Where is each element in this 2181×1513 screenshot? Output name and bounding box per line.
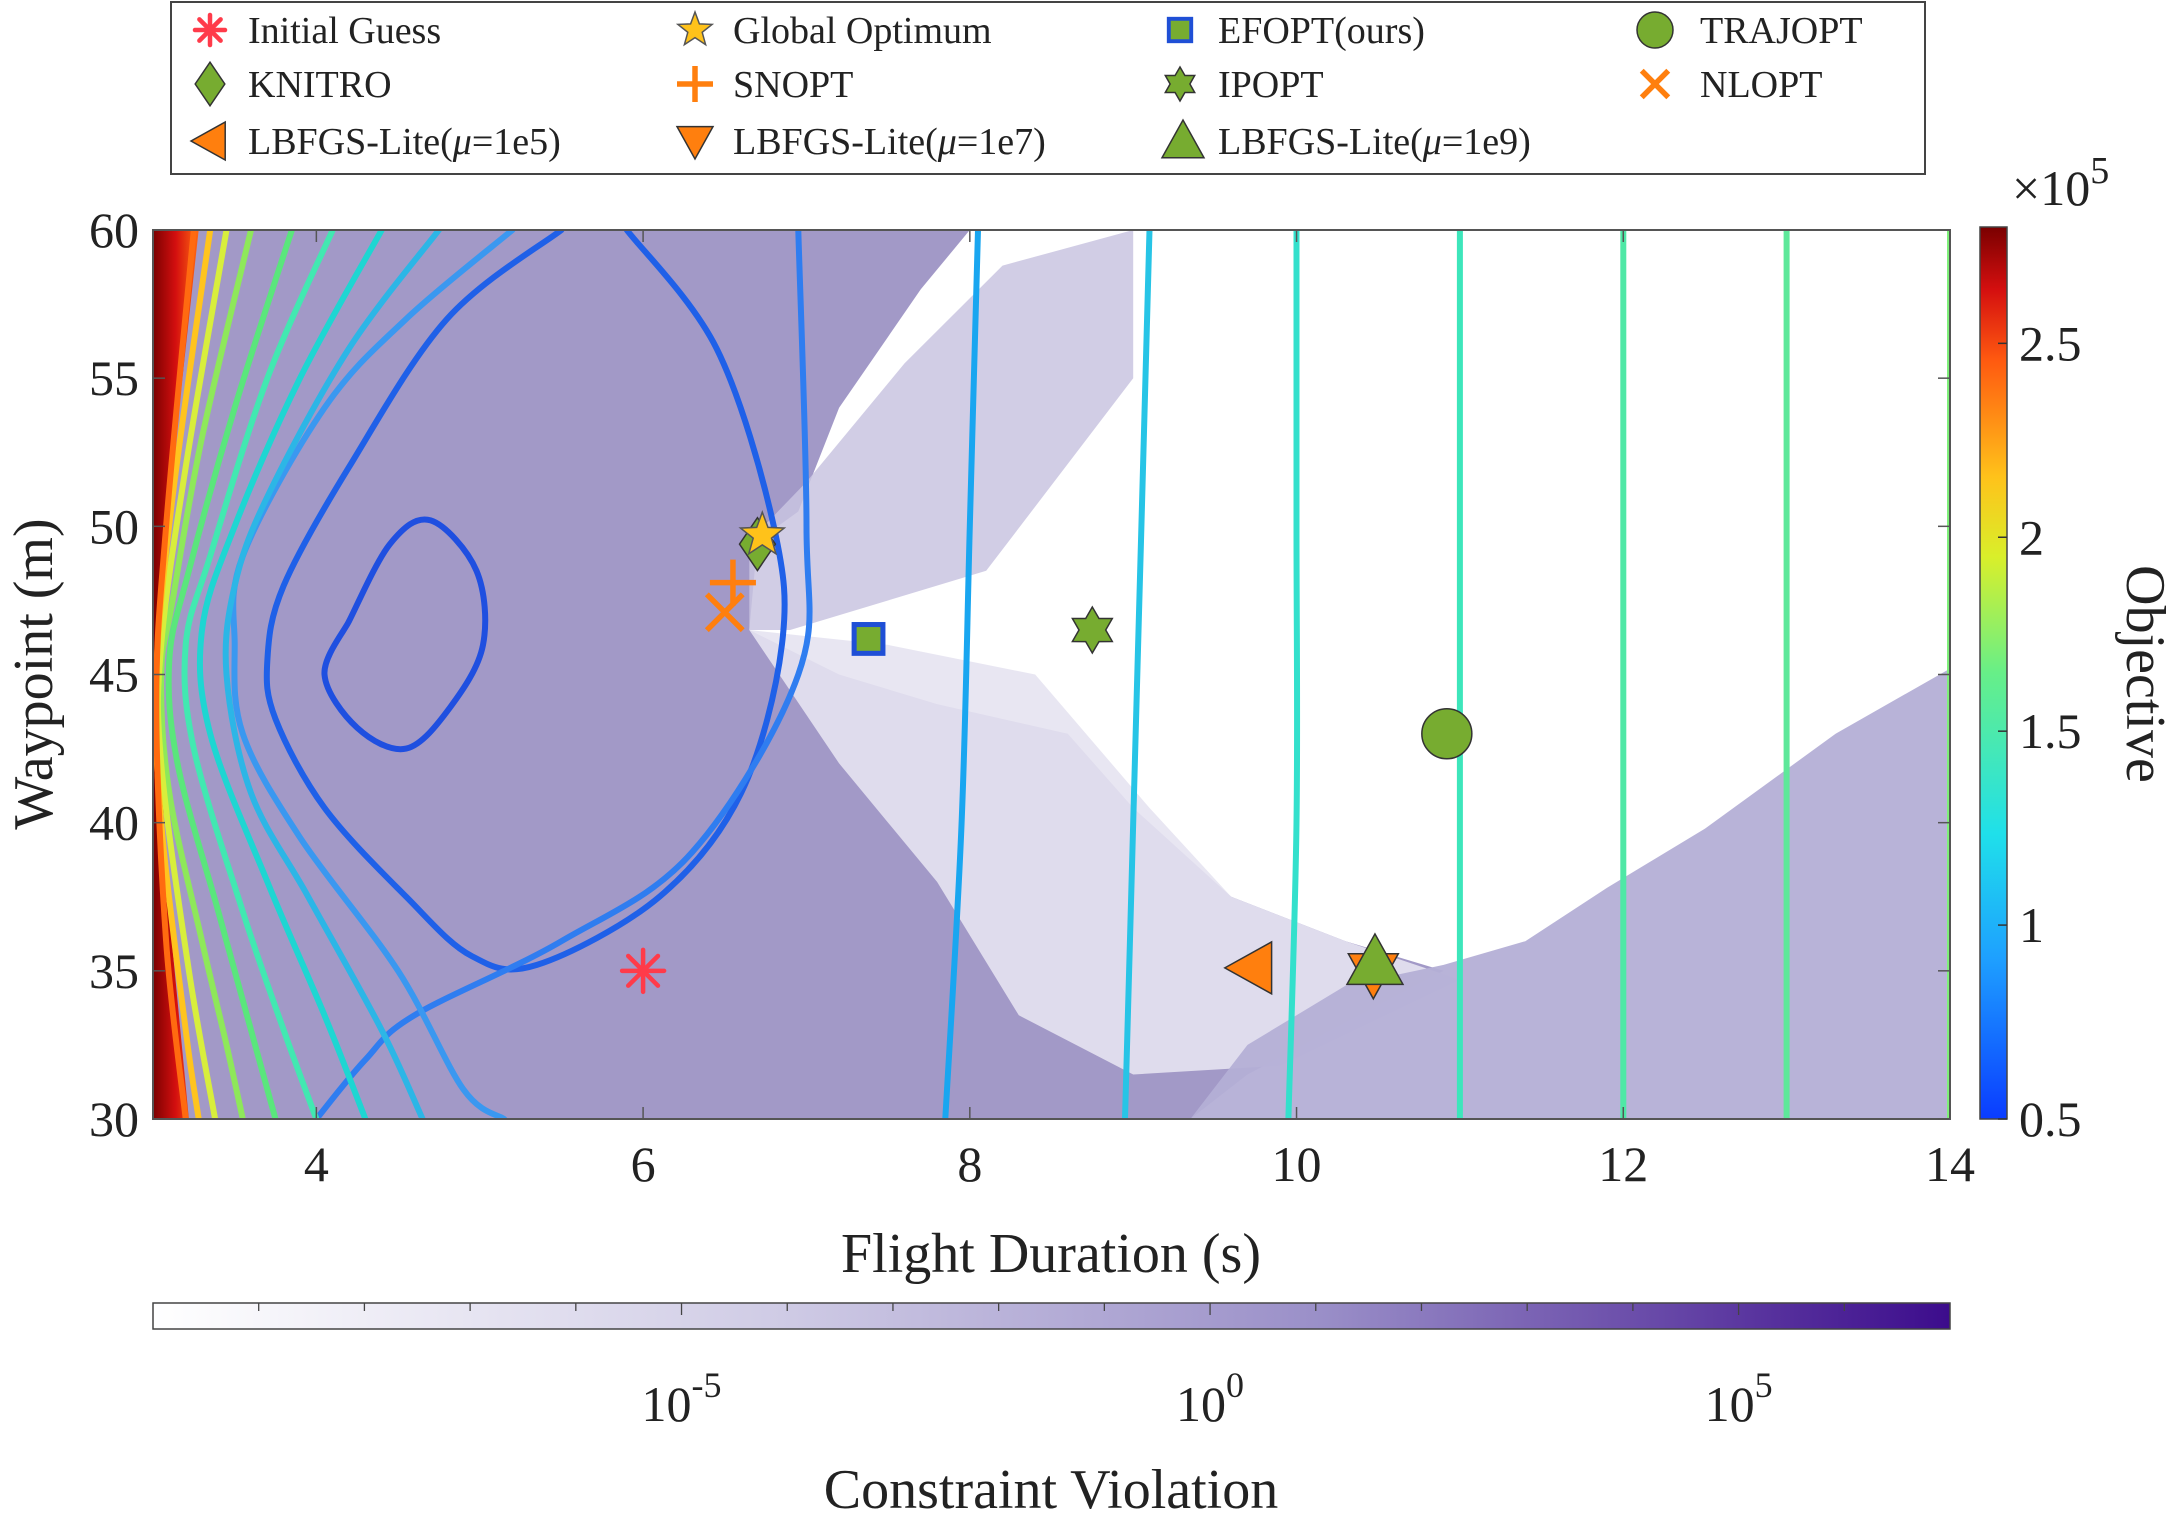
legend-entry-ipopt: IPOPT [1164,64,1324,106]
violation-region-low-violation-band [749,630,1460,1075]
y-tick-label: 50 [89,498,139,554]
marker-ipopt [1071,605,1114,655]
contour-line-3 [230,230,516,1119]
x-axis-label: Flight Duration (s) [841,1223,1261,1285]
legend-label: LBFGS-Lite(μ=1e7) [733,121,1046,163]
objective-tick-label: 0.5 [2019,1091,2082,1147]
marker-snopt [709,559,756,606]
contour-line-15 [158,230,254,1119]
legend-label: IPOPT [1218,64,1324,106]
objective-multiplier: ×105 [2012,150,2109,216]
legend-entry-lbfgs-lite-1e9: LBFGS-Lite(μ=1e9) [1160,118,1531,163]
objective-colorbar-label: Objective [2114,565,2176,783]
marker-nlopt [704,592,745,633]
y-tick-label: 60 [89,202,139,258]
objective-colorbar: 0.5 1 1.5 2 2.5 ×105 Objective [1979,150,2176,1147]
y-tick-label: 40 [89,795,139,851]
plot-area: 4 6 8 10 12 14 30 35 40 45 50 55 60 [89,202,1975,1192]
violation-tick-label: 10-5 [642,1365,722,1432]
contour-line-6 [1122,230,1153,1119]
marker-lbfgs-lite-mu-1e5 [1223,940,1273,996]
legend-label: SNOPT [733,64,853,106]
legend-marker-plus [677,66,713,102]
legend-label: LBFGS-Lite(μ=1e5) [248,121,561,163]
legend-marker-hexagram [1164,65,1196,103]
violation-colorbar-label: Constraint Violation [824,1459,1278,1513]
legend-marker-asterisk [192,12,228,48]
marker-global-optimum [738,510,787,556]
contour-line-10 [181,230,336,1119]
legend-marker-x [1639,68,1671,100]
contour-line-0 [321,516,489,753]
objective-tick-label: 1 [2019,897,2044,953]
legend-label: TRAJOPT [1700,10,1863,52]
legend-label: Global Optimum [733,10,992,52]
legend-marker-triangle-left [189,120,226,162]
violation-region-high-violation-right [1190,668,1950,1119]
legend-label: KNITRO [248,64,392,106]
marker-efopt-ours [851,622,886,656]
contour-line-7 [196,230,385,1119]
contour-line-18 [153,230,197,1119]
legend-entry-trajopt: TRAJOPT [1636,10,1863,52]
legend: Initial Guess Global Optimum EFOPT(ours) TR… [170,1,1926,175]
legend-entry-efopt-ours: EFOPT(ours) [1166,10,1425,52]
y-tick-label: 45 [89,647,139,703]
legend-entry-global-optimum: Global Optimum [675,9,992,52]
objective-tick-label: 2.5 [2019,315,2082,371]
legend-label: LBFGS-Lite(μ=1e9) [1218,121,1531,163]
legend-entry-lbfgs-lite-1e7: LBFGS-Lite(μ=1e7) [675,121,1046,163]
marker-initial-guess [619,947,667,995]
x-tick-label: 12 [1598,1136,1648,1192]
x-tick-label: 10 [1272,1136,1322,1192]
contour-line-5 [222,230,442,1119]
x-tick-label: 8 [957,1136,982,1192]
marker-lbfgs-lite-mu-1e9 [1345,932,1405,986]
violation-tick-label: 100 [1176,1365,1244,1432]
legend-entry-initial-guess: Initial Guess [192,10,441,52]
legend-marker-triangle-down [675,125,715,161]
contour-line-4 [942,230,981,1119]
contour-line-8 [1285,230,1301,1119]
y-tick-label: 35 [89,943,139,999]
legend-entry-lbfgs-lite-1e5: LBFGS-Lite(μ=1e5) [189,120,561,163]
violation-colorbar-gradient [152,1302,1951,1330]
legend-marker-circle [1636,11,1674,49]
objective-tick-label: 1.5 [2019,703,2082,759]
y-axis-label: Waypoint (m) [3,518,65,829]
violation-colorbar: 10-5 100 105 Constraint Violation [152,1302,1951,1513]
legend-marker-square [1166,16,1194,44]
objective-colorbar-gradient [1979,226,2008,1120]
contour-line-1 [263,230,788,973]
contour-line-13 [165,230,295,1119]
legend-label: Initial Guess [248,10,441,52]
marker-trajopt [1421,708,1473,760]
legend-marker-star [675,9,715,47]
legend-entry-snopt: SNOPT [677,64,853,106]
y-tick-label: 30 [89,1091,139,1147]
legend-label: NLOPT [1700,64,1822,106]
legend-marker-diamond [194,60,226,108]
legend-label: EFOPT(ours) [1218,10,1425,52]
legend-entry-knitro: KNITRO [194,60,392,108]
contour-line-2 [313,230,813,1119]
legend-marker-triangle-up [1160,118,1206,159]
x-tick-label: 14 [1925,1136,1975,1192]
y-tick-label: 55 [89,350,139,406]
legend-frame [170,1,1926,175]
x-tick-label: 6 [631,1136,656,1192]
violation-tick-label: 105 [1705,1365,1773,1432]
legend-entry-nlopt: NLOPT [1639,64,1822,106]
violation-region-medium-violation-band [749,230,1134,630]
x-tick-label: 4 [304,1136,329,1192]
objective-tick-label: 2 [2019,509,2044,565]
